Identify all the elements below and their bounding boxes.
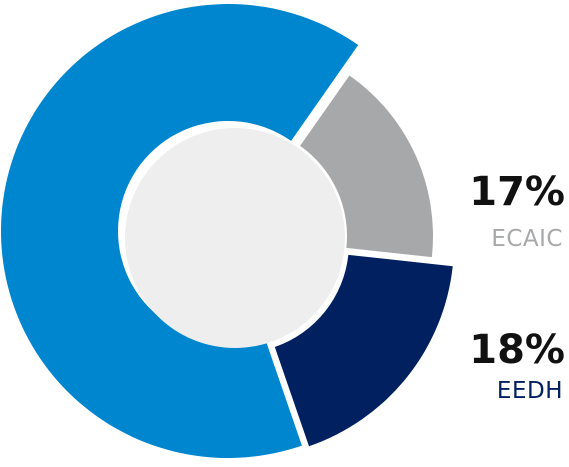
slice-eedh [274,254,453,447]
slice-main [0,3,359,459]
eedh-percent-label: 18% [469,327,565,373]
ecaic-name-label: ECAIC [491,226,563,252]
donut-center [125,128,345,348]
ecaic-percent-label: 17% [469,169,565,215]
slice-ecaic [300,75,433,258]
eedh-name-label: EEDH [496,378,563,404]
